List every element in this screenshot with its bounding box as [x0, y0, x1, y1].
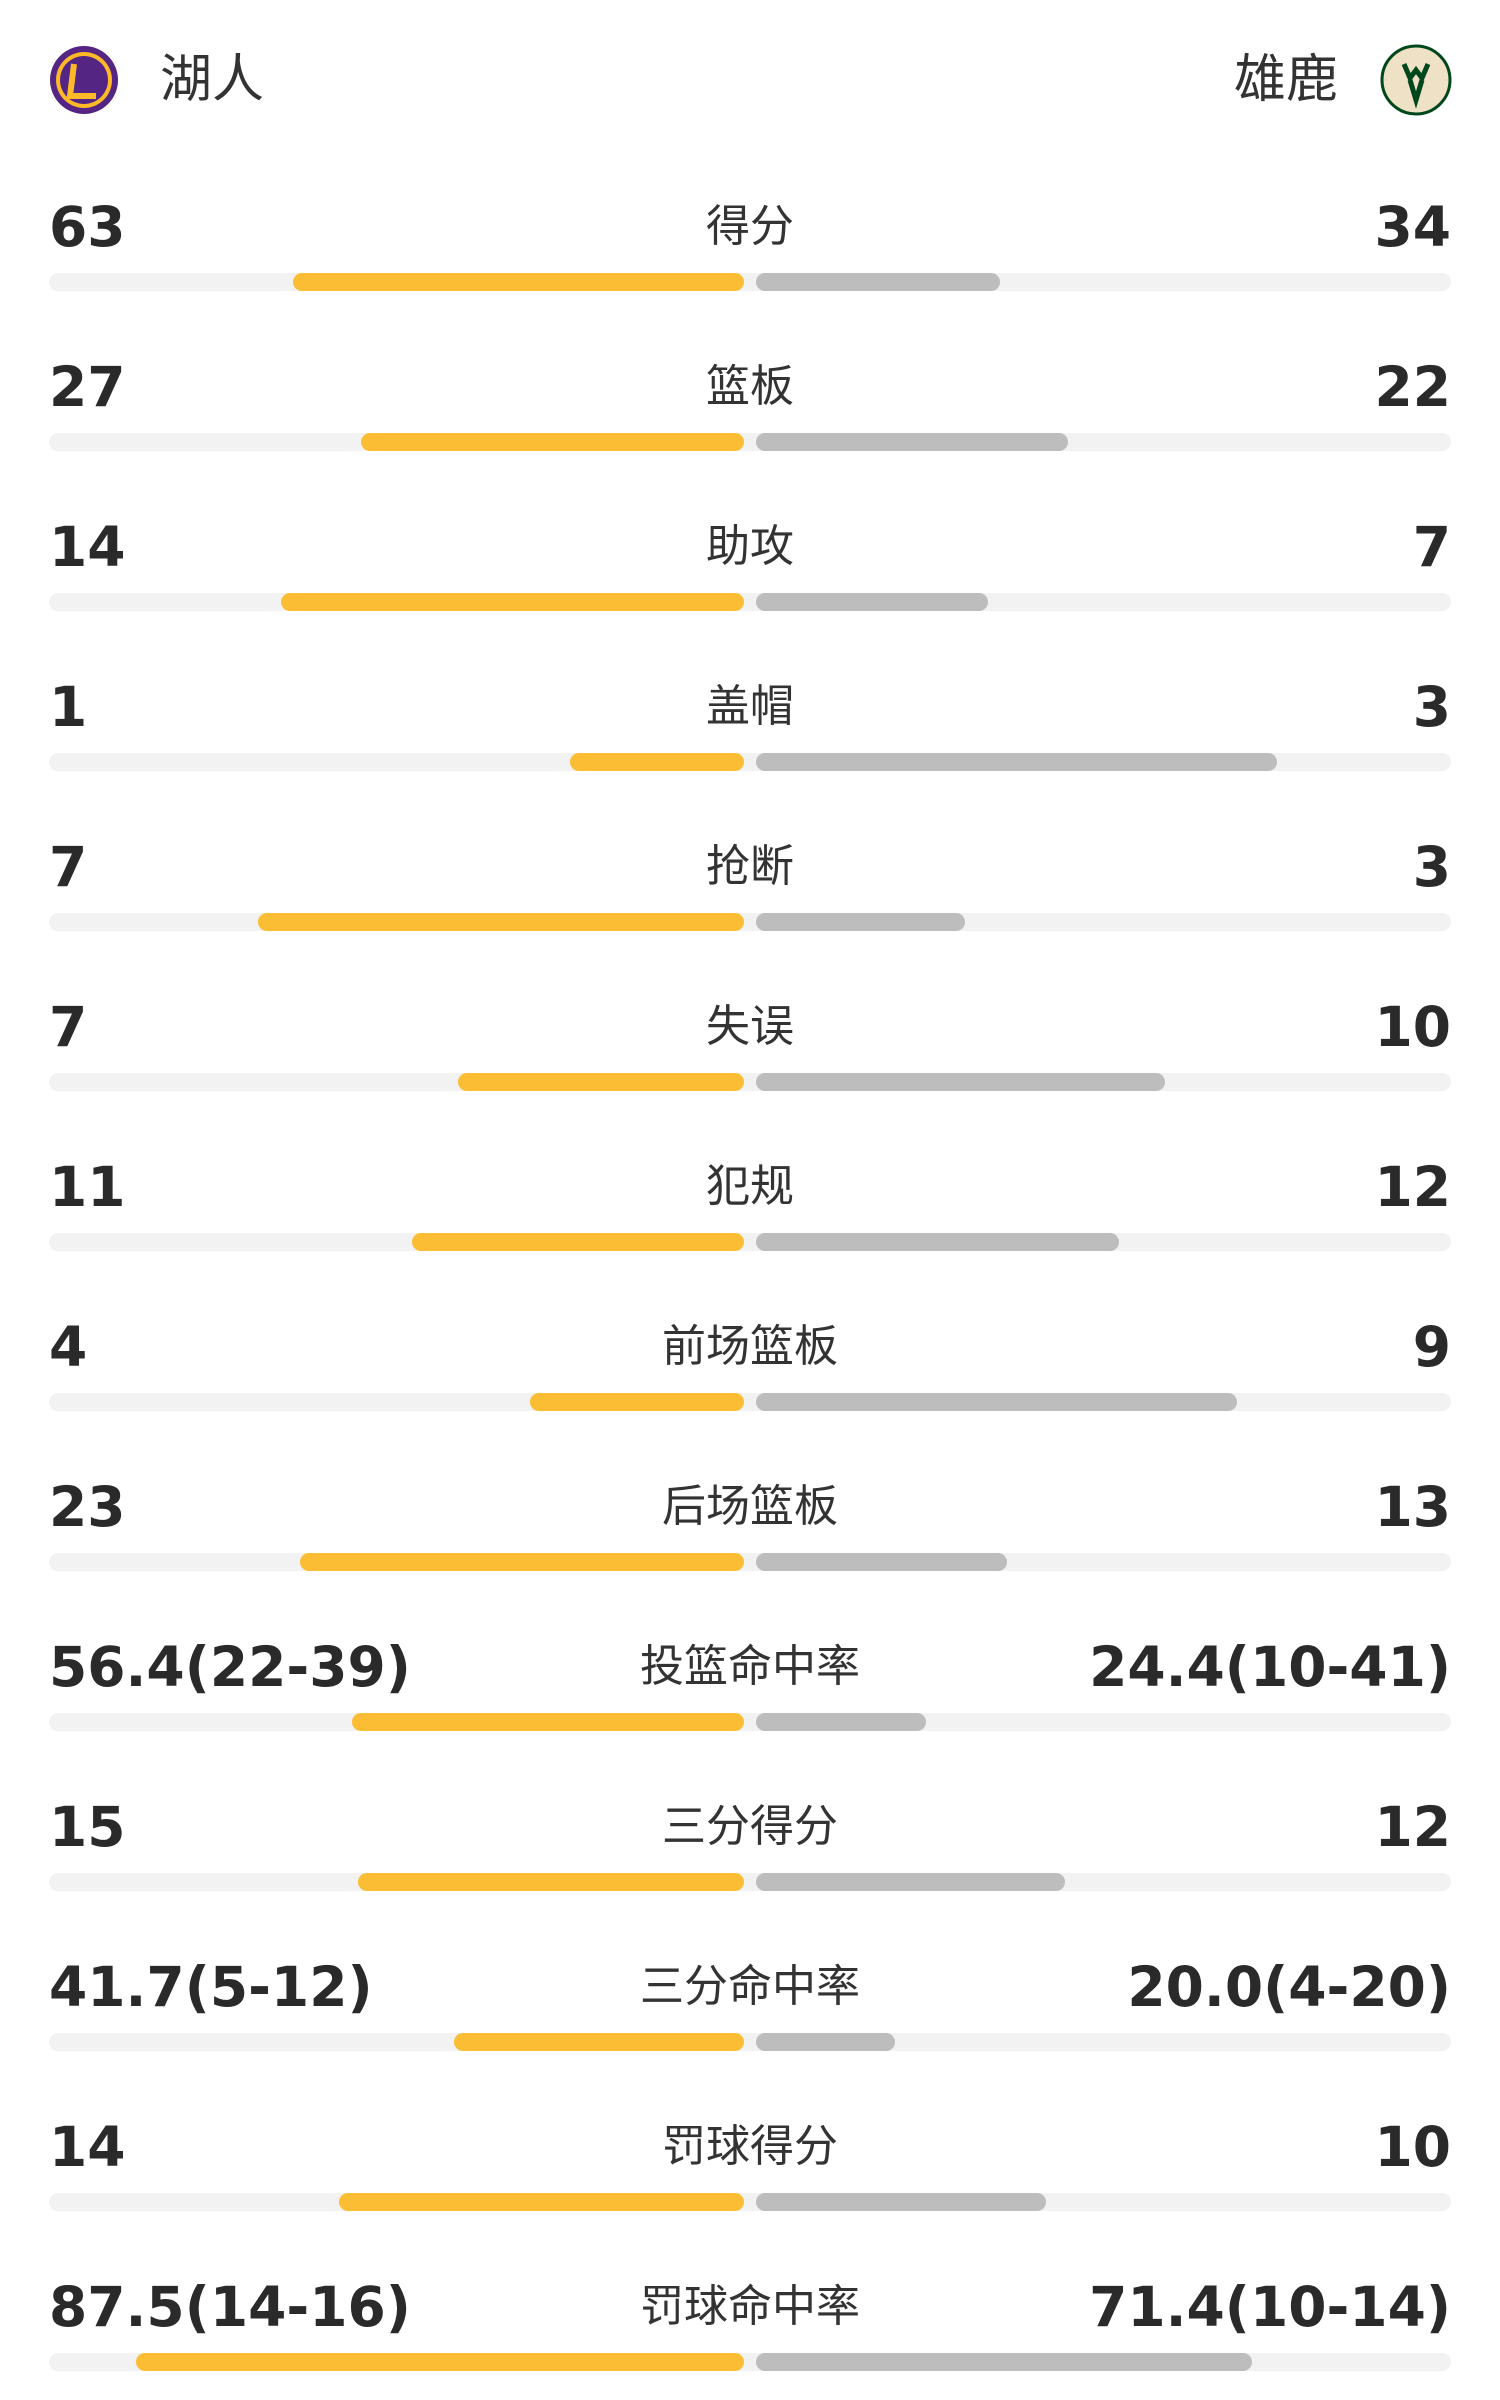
bar-track: [49, 1713, 1451, 1731]
away-bar: [756, 753, 1278, 771]
away-value: 3: [1412, 675, 1451, 739]
home-value: 4: [49, 1315, 88, 1379]
home-value: 7: [49, 995, 88, 1059]
home-bar: [135, 2353, 744, 2371]
away-bar: [756, 1073, 1165, 1091]
bar-track: [49, 1393, 1451, 1411]
home-bar: [454, 2033, 744, 2051]
bar-track: [49, 273, 1451, 291]
away-value: 22: [1374, 355, 1451, 419]
home-value: 14: [49, 2115, 126, 2179]
away-value: 34: [1374, 195, 1451, 259]
away-value: 12: [1374, 1795, 1451, 1859]
away-bar: [756, 273, 1000, 291]
away-bar: [756, 1713, 926, 1731]
home-value: 41.7(5-12): [49, 1955, 373, 2019]
home-value: 14: [49, 515, 126, 579]
home-value: 56.4(22-39): [49, 1635, 411, 1699]
home-bar: [570, 753, 744, 771]
away-bar: [756, 2193, 1046, 2211]
home-value: 11: [49, 1155, 126, 1219]
away-value: 12: [1374, 1155, 1451, 1219]
stat-label: 犯规: [706, 1161, 794, 1212]
home-bar: [357, 1873, 744, 1891]
stat-label: 抢断: [706, 841, 794, 892]
home-bar: [280, 593, 744, 611]
stat-label: 前场篮板: [662, 1321, 838, 1372]
away-bar: [756, 593, 988, 611]
away-bar: [756, 2353, 1253, 2371]
away-bar: [756, 1393, 1238, 1411]
stat-label: 助攻: [706, 521, 794, 572]
bar-track: [49, 1553, 1451, 1571]
away-bar: [756, 433, 1069, 451]
stat-label: 得分: [706, 201, 794, 252]
home-value: 63: [49, 195, 126, 259]
away-value: 24.4(10-41): [1089, 1635, 1451, 1699]
away-value: 3: [1412, 835, 1451, 899]
home-bar: [292, 273, 744, 291]
away-value: 71.4(10-14): [1089, 2275, 1451, 2339]
away-value: 10: [1374, 995, 1451, 1059]
stat-label: 投篮命中率: [640, 1641, 860, 1692]
bar-track: [49, 433, 1451, 451]
home-bar: [299, 1553, 744, 1571]
bar-track: [49, 593, 1451, 611]
home-value: 23: [49, 1475, 126, 1539]
home-value: 27: [49, 355, 126, 419]
bar-track: [49, 1073, 1451, 1091]
bar-track: [49, 2033, 1451, 2051]
bar-track: [49, 2193, 1451, 2211]
stat-label: 三分命中率: [640, 1961, 860, 2012]
home-logo: [50, 46, 118, 114]
away-logo: [1380, 44, 1452, 116]
home-bar: [257, 913, 744, 931]
home-bar: [411, 1233, 744, 1251]
home-bar: [457, 1073, 744, 1091]
home-bar: [530, 1393, 744, 1411]
stat-label: 罚球得分: [662, 2121, 838, 2172]
away-bar: [756, 1873, 1065, 1891]
away-bar: [756, 1233, 1119, 1251]
home-value: 7: [49, 835, 88, 899]
home-bar: [361, 433, 744, 451]
bar-track: [49, 1233, 1451, 1251]
stat-label: 罚球命中率: [640, 2281, 860, 2332]
stat-label: 篮板: [706, 361, 794, 412]
away-team: 雄鹿: [1233, 50, 1338, 110]
stat-label: 三分得分: [662, 1801, 838, 1852]
away-bar: [756, 913, 965, 931]
home-value: 87.5(14-16): [49, 2275, 411, 2339]
home-value: 1: [49, 675, 88, 739]
stat-label: 失误: [706, 1001, 794, 1052]
bar-track: [49, 1873, 1451, 1891]
away-bar: [756, 1553, 1007, 1571]
away-bar: [756, 2033, 895, 2051]
stat-label: 后场篮板: [662, 1481, 838, 1532]
home-value: 15: [49, 1795, 126, 1859]
away-value: 7: [1412, 515, 1451, 579]
away-value: 13: [1374, 1475, 1451, 1539]
home-team: 湖人: [160, 50, 265, 110]
away-value: 9: [1412, 1315, 1451, 1379]
away-value: 10: [1374, 2115, 1451, 2179]
away-value: 20.0(4-20): [1127, 1955, 1451, 2019]
home-bar: [338, 2193, 744, 2211]
stat-label: 盖帽: [706, 681, 794, 732]
home-bar: [352, 1713, 744, 1731]
